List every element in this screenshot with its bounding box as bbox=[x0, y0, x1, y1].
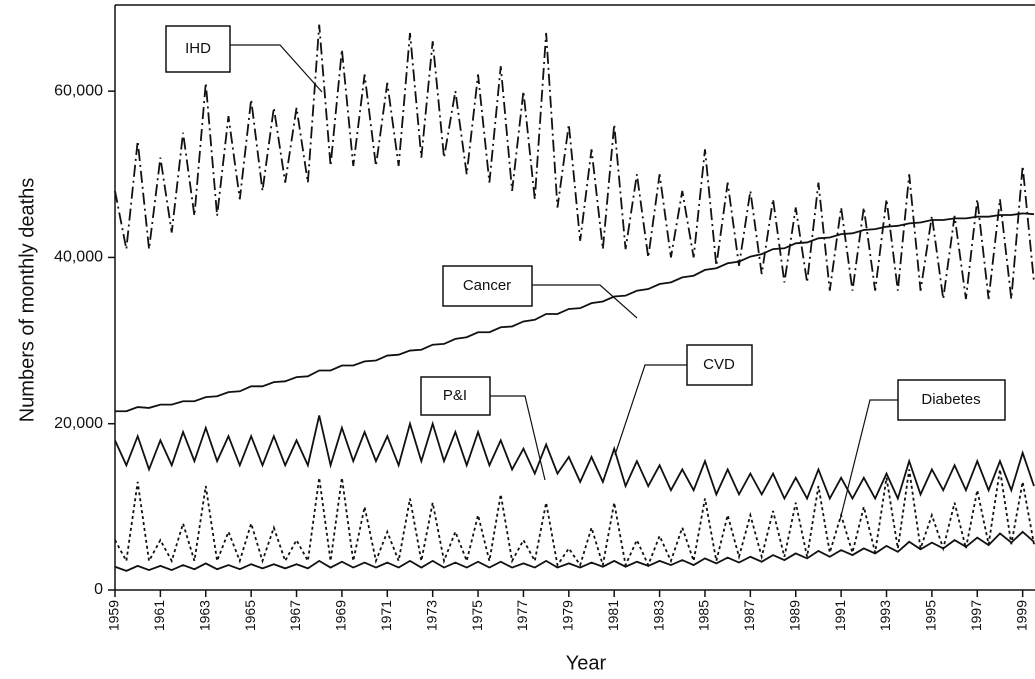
x-tick-label: 1967 bbox=[287, 600, 303, 631]
x-tick-label: 1969 bbox=[333, 600, 349, 631]
label-box bbox=[442, 265, 533, 307]
series-line bbox=[114, 415, 1035, 502]
x-tick-label: 1991 bbox=[832, 600, 848, 631]
y-axis-label: Numbers of monthly deaths bbox=[16, 178, 38, 423]
x-tick-label: 1993 bbox=[877, 600, 893, 631]
leader-line bbox=[490, 395, 546, 481]
plot-area bbox=[114, 24, 1035, 572]
label-box bbox=[897, 379, 1006, 421]
y-tick-label: 20,000 bbox=[54, 415, 103, 432]
x-tick-label: 1989 bbox=[786, 600, 802, 631]
leader-line bbox=[532, 284, 638, 319]
series-label: P&I bbox=[443, 387, 467, 404]
x-tick-label: 1997 bbox=[968, 600, 984, 631]
y-tick-label: 0 bbox=[94, 581, 103, 598]
series-label: Diabetes bbox=[921, 391, 980, 408]
annotations: IHD Cancer CVD P&I Diabetes bbox=[165, 25, 1006, 521]
label-box bbox=[420, 376, 491, 416]
x-tick-label: 1983 bbox=[650, 600, 666, 631]
y-tick-label: 60,000 bbox=[54, 82, 103, 99]
series-label: Cancer bbox=[463, 277, 511, 294]
x-tick-label: 1973 bbox=[423, 600, 439, 631]
x-tick-label: 1977 bbox=[514, 600, 530, 631]
x-axis-label: Year bbox=[566, 652, 607, 674]
y-tick-label: 40,000 bbox=[54, 249, 103, 266]
label-box bbox=[686, 344, 753, 386]
label-box bbox=[165, 25, 231, 73]
series-line bbox=[115, 212, 1035, 413]
x-tick-label: 1959 bbox=[106, 600, 122, 631]
series-label: IHD bbox=[185, 40, 211, 57]
leader-line bbox=[230, 44, 323, 93]
x-tick-label: 1963 bbox=[196, 600, 212, 631]
series-line bbox=[114, 469, 1035, 569]
x-tick-label: 1971 bbox=[378, 600, 394, 631]
series-label: CVD bbox=[703, 356, 735, 373]
leader-line bbox=[614, 364, 687, 456]
series-line bbox=[114, 530, 1035, 572]
x-tick-label: 1961 bbox=[151, 600, 167, 631]
x-tick-label: 1965 bbox=[242, 600, 258, 631]
x-tick-label: 1995 bbox=[923, 600, 939, 631]
series-line bbox=[114, 24, 1035, 300]
x-tick-label: 1979 bbox=[560, 600, 576, 631]
x-tick-label: 1999 bbox=[1013, 600, 1029, 631]
x-tick-label: 1987 bbox=[741, 600, 757, 631]
x-tick-label: 1975 bbox=[469, 600, 485, 631]
x-tick-label: 1985 bbox=[696, 600, 712, 631]
leader-line bbox=[839, 399, 898, 521]
x-tick-label: 1981 bbox=[605, 600, 621, 631]
